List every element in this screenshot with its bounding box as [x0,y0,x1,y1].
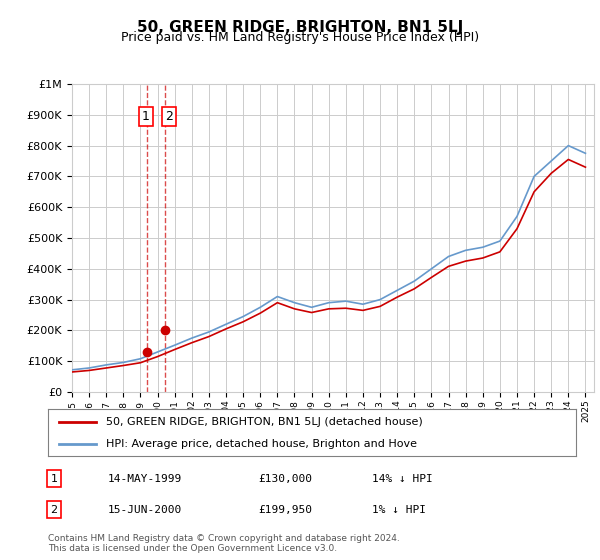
Text: 2: 2 [165,110,173,123]
Text: HPI: Average price, detached house, Brighton and Hove: HPI: Average price, detached house, Brig… [106,438,417,449]
Text: 14-MAY-1999: 14-MAY-1999 [108,474,182,484]
Text: 50, GREEN RIDGE, BRIGHTON, BN1 5LJ (detached house): 50, GREEN RIDGE, BRIGHTON, BN1 5LJ (deta… [106,417,423,427]
Text: 15-JUN-2000: 15-JUN-2000 [108,505,182,515]
Text: 50, GREEN RIDGE, BRIGHTON, BN1 5LJ: 50, GREEN RIDGE, BRIGHTON, BN1 5LJ [137,20,463,35]
Text: 2: 2 [50,505,58,515]
Text: £199,950: £199,950 [258,505,312,515]
Text: 14% ↓ HPI: 14% ↓ HPI [372,474,433,484]
Text: 1: 1 [50,474,58,484]
Text: 1: 1 [142,110,150,123]
Text: £130,000: £130,000 [258,474,312,484]
Text: 1% ↓ HPI: 1% ↓ HPI [372,505,426,515]
Text: Price paid vs. HM Land Registry's House Price Index (HPI): Price paid vs. HM Land Registry's House … [121,31,479,44]
Text: Contains HM Land Registry data © Crown copyright and database right 2024.
This d: Contains HM Land Registry data © Crown c… [48,534,400,553]
